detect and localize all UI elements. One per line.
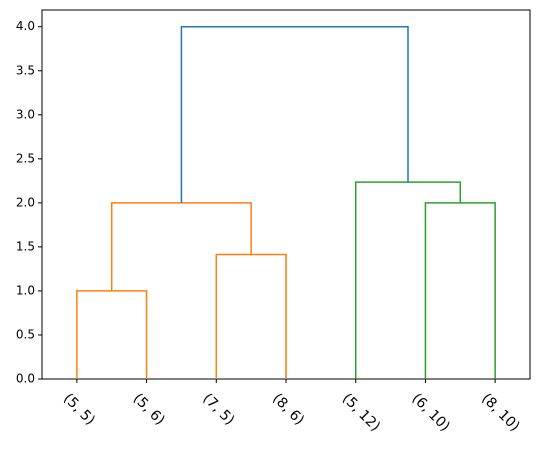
y-tick-label: 2.0 <box>16 195 35 209</box>
y-tick-label: 0.0 <box>16 372 35 386</box>
x-tick-label: (7, 5) <box>199 391 237 429</box>
dendrogram-link <box>215 253 287 379</box>
dendrogram-link <box>110 202 252 291</box>
y-tick-label: 1.5 <box>16 239 35 253</box>
dendrogram-link <box>354 181 462 379</box>
y-tick-label: 0.5 <box>16 327 35 341</box>
y-tick-label: 2.5 <box>16 151 35 165</box>
x-tick-label: (8, 6) <box>269 391 307 429</box>
y-tick-label: 4.0 <box>16 19 35 33</box>
dendrogram-link <box>424 202 496 379</box>
dendrogram-link <box>180 25 409 203</box>
x-tick-label: (5, 12) <box>339 391 383 435</box>
x-tick-label: (6, 10) <box>409 391 453 435</box>
x-tick-label: (5, 5) <box>60 391 98 429</box>
dendrogram-link <box>76 290 148 379</box>
y-tick-label: 3.0 <box>16 107 35 121</box>
x-tick-label: (5, 6) <box>130 391 168 429</box>
x-tick-label: (8, 10) <box>478 391 522 435</box>
y-tick-label: 1.0 <box>16 283 35 297</box>
y-tick-label: 3.5 <box>16 63 35 77</box>
